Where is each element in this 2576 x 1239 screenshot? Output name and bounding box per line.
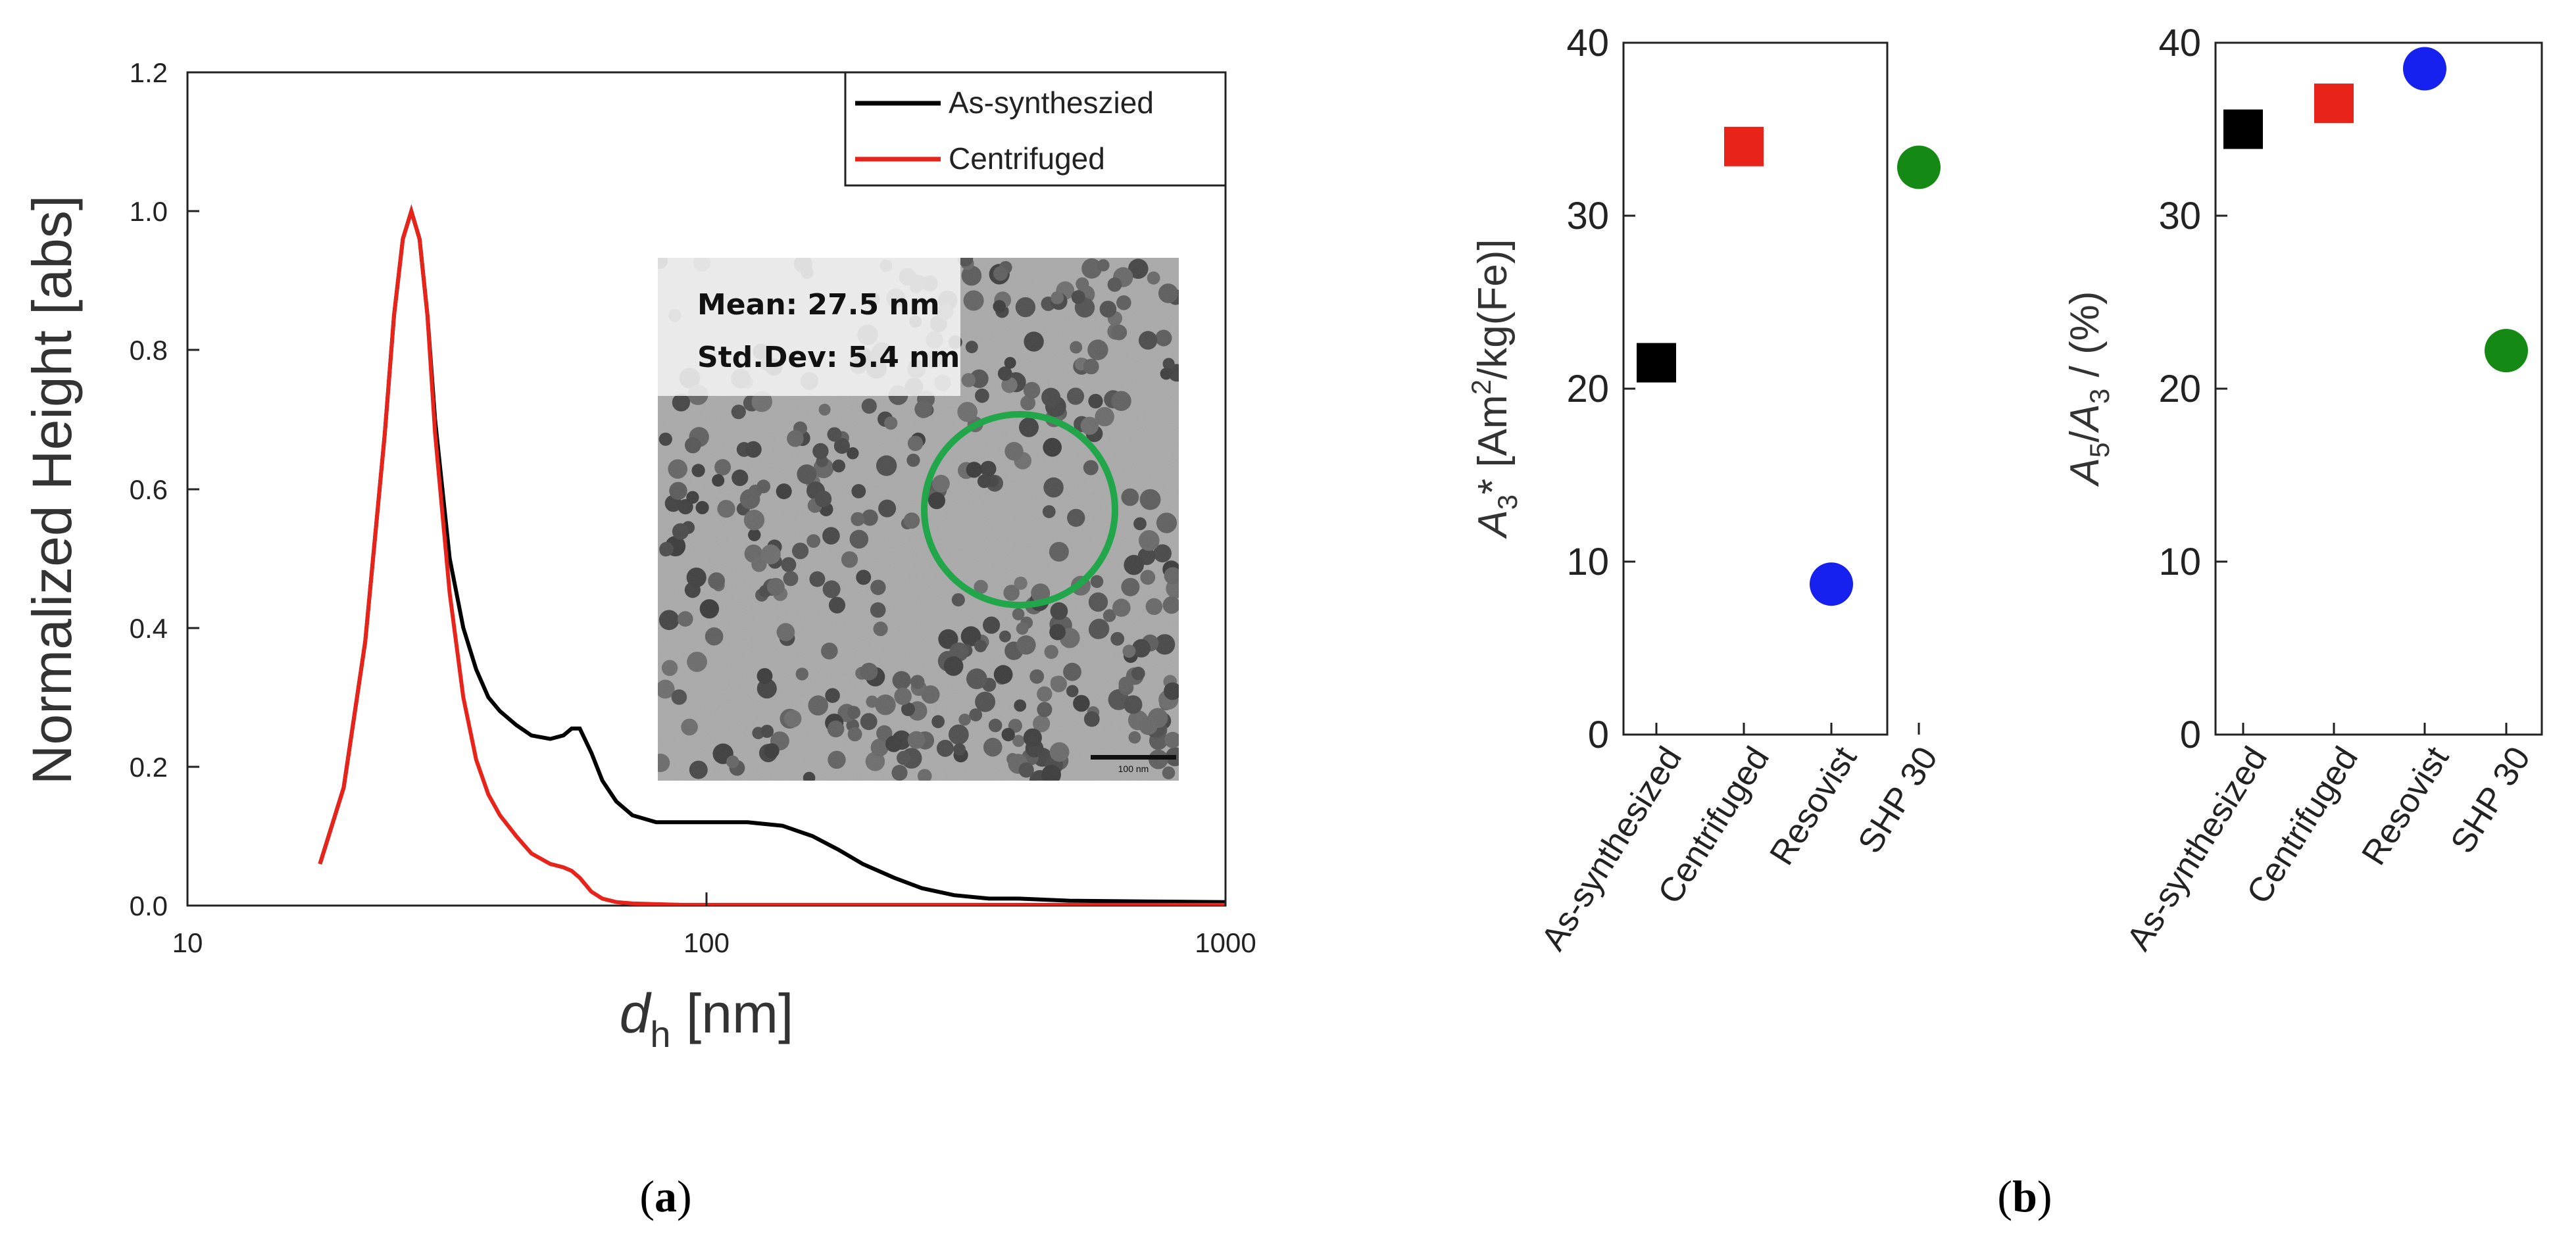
b2-point-as-synthesized	[2223, 109, 2263, 149]
yb2-tick-label: 40	[2158, 22, 2201, 64]
yb1-axis-sub: 3	[1492, 495, 1523, 510]
yb1-axis-symbol: A	[1470, 510, 1516, 539]
marks-b2	[2223, 47, 2528, 373]
marks-b1	[1637, 126, 1941, 606]
b2-point-resovist	[2403, 47, 2446, 91]
xb1-tick-label: As-synthesized	[1534, 741, 1689, 958]
ya-tick-label: 0.8	[130, 335, 168, 366]
b2-point-shp-30	[2485, 329, 2528, 373]
ya-tick-label: 0.4	[130, 613, 168, 644]
panel-b-a3-chart: 0 10 20 30 40 As-synthesized Centrifuged…	[1466, 22, 1945, 957]
yb1-tick-label: 0	[1588, 714, 1609, 756]
b1-point-as-synthesized	[1637, 343, 1676, 383]
b2-point-centrifuged	[2314, 84, 2354, 124]
yb2-axis-b: A	[2062, 404, 2108, 433]
inset-std-label: Std.Dev: 5.4 nm	[697, 341, 960, 374]
caption-b-close: )	[2037, 1171, 2052, 1221]
panel-b-ratio-chart: 0 10 20 30 40 As-synthesized Centrifuged…	[2062, 22, 2543, 958]
xa-axis-title: dh [nm]	[620, 983, 794, 1055]
yb1-tick-label: 30	[1566, 195, 1609, 237]
tem-inset: Mean: 27.5 nm Std.Dev: 5.4 nm 100 nm	[658, 258, 1179, 781]
caption-b-letter: b	[2012, 1171, 2037, 1221]
ya-tick-label: 1.2	[130, 57, 168, 88]
inset-annotation-box	[658, 258, 960, 396]
xb1-tick-label: SHP 30	[1851, 741, 1946, 860]
yb1-axis-star: *	[1470, 479, 1516, 495]
b1-point-shp-30	[1897, 145, 1941, 189]
xb2-tick-label: Resovist	[2354, 740, 2456, 871]
yb2-axis-a: A	[2062, 458, 2108, 487]
yb1-axis-sup: 2	[1466, 379, 1497, 395]
caption-b: (b)	[1997, 1171, 2052, 1221]
xa-axis-subscript: h	[650, 1013, 670, 1055]
yb1-axis-post: /kg(Fe)]	[1470, 239, 1516, 379]
xb2-tick-label: SHP 30	[2444, 741, 2539, 860]
xb1-tick-label: Resovist	[1762, 740, 1864, 871]
ya-tick-label: 1.0	[130, 196, 168, 227]
yb2-axis-post: / (%)	[2062, 291, 2108, 389]
caption-a: (a)	[639, 1171, 691, 1221]
b1-point-resovist	[1810, 562, 1853, 606]
b1-point-centrifuged	[1724, 126, 1764, 166]
series-line-centrifuged	[318, 204, 1226, 906]
yb2-axis-title: A5/A3 / (%)	[2062, 291, 2115, 488]
xa-tick-label: 1000	[1195, 927, 1256, 958]
yb2-tick-label: 30	[2158, 195, 2201, 237]
plot-b2-frame	[2214, 41, 2543, 736]
yb2-tick-label: 10	[2158, 541, 2201, 583]
yb2-axis-slash: /	[2062, 431, 2108, 443]
caption-b-open: (	[1997, 1171, 2012, 1221]
xa-tick-label: 100	[683, 927, 730, 958]
yb1-tick-label: 20	[1566, 368, 1609, 410]
yb2-tick-label: 20	[2158, 368, 2201, 410]
yb1-tick-label: 10	[1566, 541, 1609, 583]
yb2-tick-label: 0	[2180, 714, 2201, 756]
xa-tick-label: 10	[172, 927, 203, 958]
yb1-axis-title: A3* [Am2/kg(Fe)]	[1466, 239, 1523, 539]
yb1-axis-pre: [Am	[1470, 395, 1516, 478]
inset-mean-label: Mean: 27.5 nm	[697, 288, 940, 322]
legend: As-syntheszied Centrifuged	[844, 71, 1227, 187]
ya-tick-label: 0.0	[130, 890, 168, 921]
scalebar-label: 100 nm	[1118, 764, 1149, 774]
yb2-axis-sub5: 5	[2084, 443, 2115, 458]
xa-axis-unit: [nm]	[671, 983, 794, 1044]
caption-a-open: (	[639, 1171, 655, 1221]
legend-label-as-syntheszied: As-syntheszied	[949, 85, 1154, 120]
scalebar-line	[1091, 755, 1176, 760]
xa-axis-symbol: d	[620, 983, 652, 1044]
caption-a-close: )	[677, 1171, 692, 1221]
caption-a-letter: a	[655, 1171, 677, 1221]
legend-box	[844, 71, 1227, 187]
yb2-axis-sub3: 3	[2084, 389, 2115, 404]
inset-highlight-circle	[921, 411, 1118, 608]
panel-a-chart: Mean: 27.5 nm Std.Dev: 5.4 nm 100 nm 0.0…	[21, 57, 1256, 1055]
legend-label-centrifuged: Centrifuged	[949, 141, 1105, 176]
ya-tick-label: 0.6	[130, 474, 168, 505]
xb2-tick-label: As-synthesized	[2119, 741, 2275, 958]
yb1-tick-label: 40	[1566, 22, 1609, 64]
ya-axis-title: Normalized Height [abs]	[21, 195, 83, 785]
ya-tick-label: 0.2	[130, 752, 168, 783]
